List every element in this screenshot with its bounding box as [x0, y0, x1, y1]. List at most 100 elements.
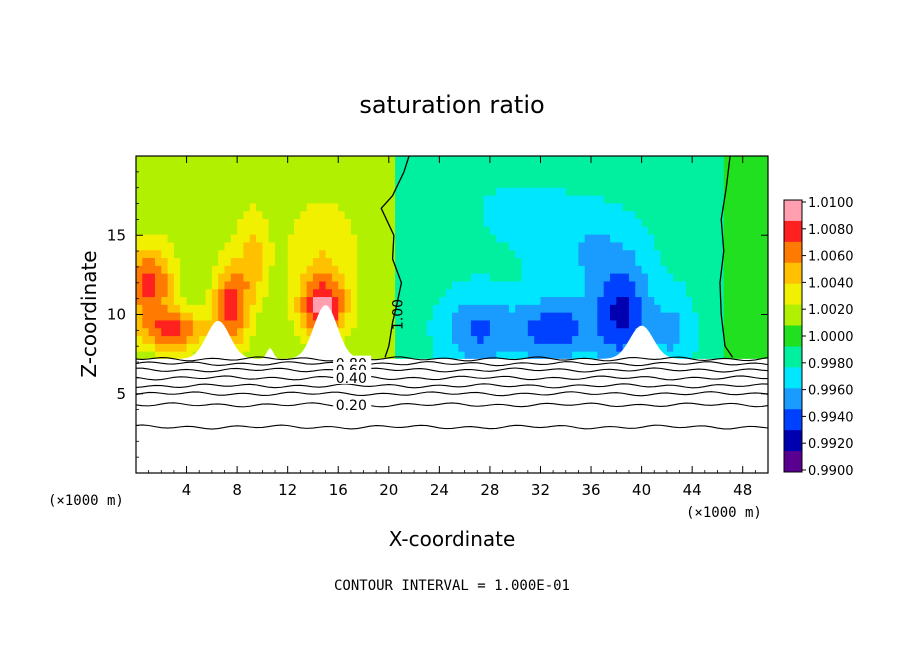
heatmap-cell: [534, 319, 542, 329]
heatmap-cell: [591, 304, 598, 313]
heatmap-cell: [357, 218, 365, 227]
heatmap-cell: [275, 265, 282, 274]
heatmap-cell: [382, 226, 390, 235]
heatmap-cell: [610, 202, 617, 212]
heatmap-cell: [546, 249, 554, 259]
heatmap-cell: [445, 202, 453, 212]
heatmap-cell: [237, 319, 245, 329]
heatmap-cell: [578, 351, 586, 360]
heatmap-cell: [433, 319, 440, 329]
heatmap-cell: [287, 327, 295, 337]
heatmap-cell: [230, 257, 238, 266]
heatmap-cell: [167, 265, 175, 274]
heatmap-cell: [540, 187, 548, 196]
heatmap-cell: [173, 343, 181, 352]
heatmap-cell: [591, 210, 598, 220]
heatmap-cell: [565, 265, 573, 274]
heatmap-cell: [382, 335, 390, 344]
heatmap-cell: [578, 241, 586, 251]
heatmap-cell: [230, 210, 238, 220]
heatmap-cell: [578, 226, 586, 235]
heatmap-cell: [711, 218, 719, 227]
heatmap-cell: [502, 304, 510, 313]
heatmap-cell: [477, 179, 485, 188]
heatmap-cell: [350, 171, 358, 181]
heatmap-cell: [559, 171, 567, 181]
heatmap-cell: [344, 234, 352, 243]
heatmap-cell: [331, 257, 339, 266]
heatmap-cell: [660, 195, 668, 204]
heatmap-cell: [167, 210, 175, 220]
heatmap-cell: [237, 234, 245, 243]
heatmap-cell: [148, 226, 156, 235]
heatmap-cell: [616, 210, 624, 220]
heatmap-cell: [534, 163, 542, 173]
heatmap-cell: [578, 288, 586, 298]
heatmap-cell: [148, 156, 156, 165]
heatmap-cell: [211, 257, 219, 266]
heatmap-cell: [483, 273, 491, 282]
heatmap-cell: [300, 187, 308, 196]
heatmap-cell: [357, 163, 365, 173]
heatmap-cell: [262, 273, 270, 282]
heatmap-cell: [717, 156, 725, 165]
heatmap-cell: [730, 156, 737, 165]
heatmap-cell: [154, 351, 162, 360]
heatmap-cell: [211, 280, 219, 290]
heatmap-cell: [477, 335, 485, 344]
heatmap-cell: [591, 249, 598, 259]
heatmap-cell: [376, 179, 384, 188]
heatmap-cell: [717, 265, 725, 274]
heatmap-cell: [420, 319, 428, 329]
heatmap-cell: [464, 210, 472, 220]
heatmap-cell: [420, 273, 428, 282]
heatmap-cell: [641, 273, 649, 282]
heatmap-cell: [711, 187, 719, 196]
heatmap-cell: [268, 265, 276, 274]
heatmap-cell: [647, 226, 655, 235]
heatmap-cell: [300, 280, 308, 290]
heatmap-cell: [761, 265, 768, 274]
heatmap-cell: [218, 249, 226, 259]
heatmap-cell: [142, 304, 150, 313]
heatmap-cell: [420, 280, 428, 290]
heatmap-cell: [521, 179, 529, 188]
heatmap-cell: [161, 241, 169, 251]
heatmap-cell: [369, 187, 377, 196]
heatmap-cell: [679, 273, 687, 282]
heatmap-cell: [464, 156, 472, 165]
heatmap-cell: [641, 202, 649, 212]
heatmap-cell: [262, 327, 270, 337]
heatmap-cell: [540, 202, 548, 212]
heatmap-cell: [546, 280, 554, 290]
heatmap-cell: [268, 171, 276, 181]
heatmap-cell: [660, 265, 668, 274]
heatmap-cell: [559, 351, 567, 360]
heatmap-cell: [401, 249, 409, 259]
heatmap-cell: [319, 218, 327, 227]
heatmap-cell: [470, 218, 478, 227]
heatmap-cell: [331, 195, 339, 204]
heatmap-cell: [749, 343, 756, 352]
heatmap-cell: [584, 202, 592, 212]
heatmap-cell: [761, 296, 768, 305]
heatmap-cell: [660, 202, 668, 212]
heatmap-cell: [502, 257, 510, 266]
heatmap-cell: [142, 343, 150, 352]
heatmap-cell: [603, 273, 611, 282]
heatmap-cell: [515, 265, 523, 274]
heatmap-cell: [622, 296, 630, 305]
heatmap-cell: [192, 304, 200, 313]
heatmap-cell: [420, 226, 428, 235]
heatmap-cell: [369, 304, 377, 313]
heatmap-cell: [452, 210, 459, 220]
colorbar-band: [784, 325, 802, 347]
heatmap-cell: [458, 335, 466, 344]
heatmap-cell: [369, 218, 377, 227]
heatmap-cell: [584, 163, 592, 173]
heatmap-cell: [249, 171, 257, 181]
heatmap-cell: [654, 327, 662, 337]
heatmap-cell: [433, 312, 440, 321]
heatmap-cell: [553, 234, 561, 243]
heatmap-cell: [401, 296, 409, 305]
